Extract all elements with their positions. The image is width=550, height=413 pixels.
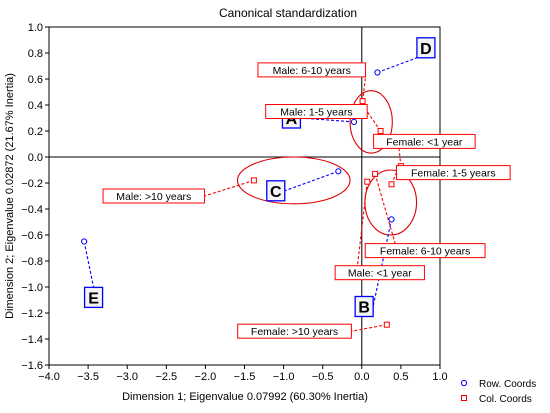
y-tick-label: −1.0 <box>21 282 43 294</box>
col-label-box <box>265 104 368 119</box>
row-leader-line <box>83 241 95 288</box>
col-label-box <box>102 188 206 204</box>
col-point <box>250 177 257 184</box>
row-point-label: C <box>270 184 282 201</box>
x-tick-label: −4.0 <box>38 371 60 383</box>
col-label-box <box>364 243 486 259</box>
col-label-box <box>395 165 511 181</box>
y-tick-label: −0.8 <box>21 256 43 268</box>
x-tick-label: −1.5 <box>234 371 256 383</box>
ellipse-a <box>349 90 393 154</box>
col-leader-line <box>204 179 255 197</box>
col-point-label: Male: 6-10 years <box>273 65 351 77</box>
col-label-box <box>334 265 425 281</box>
row-point-label: D <box>420 41 432 58</box>
col-point-label: Male: >10 years <box>116 191 191 203</box>
legend-row-label: Row. Coords <box>479 379 536 390</box>
y-tick-label: −0.2 <box>21 178 43 190</box>
y-tick-label: 1.0 <box>28 22 43 34</box>
x-tick-label: 0.0 <box>354 371 369 383</box>
col-leader-line <box>362 76 367 102</box>
legend-col-marker <box>461 395 467 401</box>
col-point-label: Male: 1-5 years <box>280 107 352 119</box>
col-label-box <box>373 133 476 149</box>
col-point-label: Female: 6-10 years <box>380 246 470 258</box>
col-point-label: Female: <1 year <box>386 136 463 148</box>
chart-title: Canonical standardization <box>219 6 357 20</box>
x-tick-label: −1.0 <box>273 371 295 383</box>
y-tick-label: 0.0 <box>28 152 43 164</box>
x-tick-label: 0.5 <box>393 371 408 383</box>
col-point <box>377 128 384 134</box>
y-tick-label: 0.6 <box>28 74 43 86</box>
col-label-box <box>257 62 367 78</box>
x-axis-title: Dimension 1; Eigenvalue 0.07992 (60.30% … <box>122 391 368 403</box>
x-tick-label: −2.5 <box>155 371 177 383</box>
x-tick-label: −3.5 <box>77 371 99 383</box>
col-point-label: Male: <1 year <box>348 268 412 280</box>
row-point <box>388 216 395 223</box>
col-point <box>372 170 379 177</box>
x-tick-label: −0.5 <box>312 371 334 383</box>
y-axis-title: Dimension 2; Eigenvalue 0.02872 (21.67% … <box>4 73 16 319</box>
col-leader-line <box>374 173 396 244</box>
col-leader-line <box>356 181 368 266</box>
col-point <box>359 98 366 105</box>
row-leader-line <box>377 57 418 74</box>
row-point-label: E <box>88 290 99 307</box>
row-point <box>335 168 342 175</box>
row-leader-line <box>300 117 355 123</box>
x-tick-label: −3.0 <box>116 371 138 383</box>
y-tick-label: 0.2 <box>28 126 43 138</box>
y-tick-label: 0.4 <box>28 100 43 112</box>
x-tick-label: −2.0 <box>195 371 217 383</box>
row-label-box <box>354 295 374 318</box>
col-label-box <box>237 323 352 339</box>
y-tick-label: 0.8 <box>28 48 43 60</box>
row-point <box>374 69 381 76</box>
col-point <box>388 181 395 188</box>
col-leader-line <box>351 324 387 332</box>
row-label-box <box>83 286 104 309</box>
y-tick-label: −0.6 <box>21 230 43 242</box>
row-point-label: B <box>358 300 370 317</box>
row-point <box>350 118 358 126</box>
row-label-box <box>266 180 286 202</box>
x-tick-label: 1.0 <box>432 371 447 383</box>
row-leader-line <box>284 170 339 192</box>
y-tick-label: −1.4 <box>21 334 43 346</box>
col-point-label: Female: 1-5 years <box>411 168 496 180</box>
row-leader-line <box>372 219 393 307</box>
legend-row-marker <box>460 379 468 387</box>
row-label-box <box>416 37 436 59</box>
col-point-label: Female: >10 years <box>251 326 338 338</box>
row-point <box>81 238 88 245</box>
axis-ticks: −4.0 −3.5 −3.0 −2.5 −2.0 −1.5 −1.0 −0.5 0.0 0.5 1.… <box>21 22 447 383</box>
col-point <box>364 178 371 185</box>
y-tick-label: −1.2 <box>21 308 43 320</box>
legend-col-label: Col. Coords <box>479 394 532 405</box>
ellipse-c <box>236 156 351 205</box>
legend: Row. Coords Col. Coords <box>460 379 536 405</box>
col-point <box>383 321 390 328</box>
col-leader-line <box>366 111 382 132</box>
y-tick-label: −1.6 <box>21 360 43 372</box>
y-tick-label: −0.4 <box>21 204 43 216</box>
